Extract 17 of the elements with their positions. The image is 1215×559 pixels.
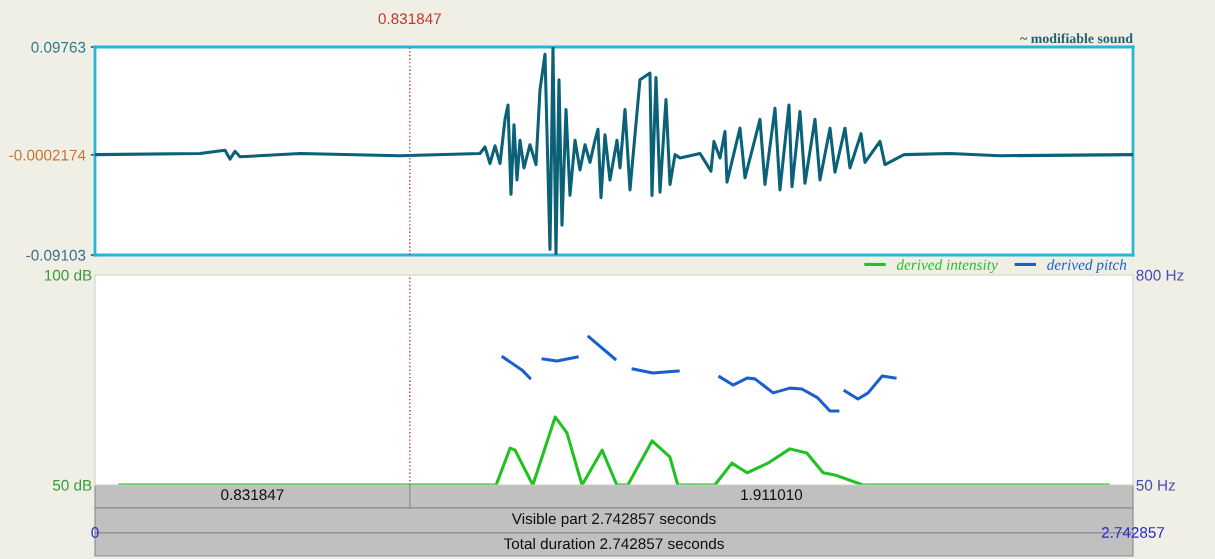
x-tick-label: 2.742857: [1101, 527, 1165, 538]
y2-tick-label: 800 Hz: [1136, 269, 1184, 281]
text: 0.831847: [221, 489, 284, 501]
text: ~ modifiable sound: [1020, 33, 1133, 44]
text: Visible part 2.742857 seconds: [511, 512, 716, 528]
legend-label: derived pitch: [1047, 259, 1127, 274]
y2-tick-label: 50 Hz: [1136, 479, 1175, 491]
ref-line-label: 0.831847: [378, 13, 441, 25]
y-tick-label: 100 dB: [44, 269, 92, 281]
y-tick-label: -0.09103: [26, 249, 86, 261]
y-tick-label: 50 dB: [52, 479, 92, 491]
legend-label: derived intensity: [896, 259, 998, 274]
y-tick-label: 0.09763: [31, 41, 86, 53]
x-tick-label: 0: [91, 527, 99, 538]
text: Total duration 2.742857 seconds: [503, 537, 724, 550]
y-tick-label: -0.0002174: [9, 149, 86, 161]
text: 1.911010: [741, 489, 803, 501]
